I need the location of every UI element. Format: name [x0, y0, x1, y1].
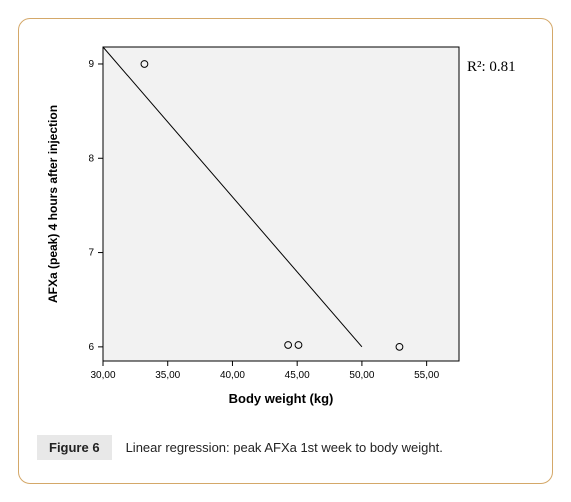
figure-number: Figure 6 — [37, 435, 112, 460]
x-axis-label: Body weight (kg) — [229, 391, 334, 406]
x-tick-label: 45,00 — [285, 370, 310, 381]
y-tick-label: 8 — [88, 153, 94, 164]
figure-caption: Figure 6 Linear regression: peak AFXa 1s… — [37, 435, 534, 460]
y-axis-label: AFXa (peak) 4 hours after injection — [46, 105, 60, 303]
y-tick-label: 7 — [88, 248, 94, 259]
r-squared-label: R²: 0.81 — [467, 59, 516, 76]
x-tick-label: 35,00 — [155, 370, 180, 381]
y-tick-label: 9 — [88, 59, 94, 70]
figure-text: Linear regression: peak AFXa 1st week to… — [126, 440, 443, 455]
chart-container: 30,00 35,00 40,00 45,00 50,00 55,00 6 7 8 9 Body w… — [37, 37, 534, 417]
x-tick-label: 55,00 — [414, 370, 439, 381]
x-tick-label: 30,00 — [90, 370, 115, 381]
figure-frame: 30,00 35,00 40,00 45,00 50,00 55,00 6 7 8 9 Body w… — [18, 18, 553, 484]
y-tick-label: 6 — [88, 342, 94, 353]
x-tick-label: 40,00 — [220, 370, 245, 381]
scatter-chart: 30,00 35,00 40,00 45,00 50,00 55,00 6 7 8 9 Body w… — [37, 37, 535, 417]
x-tick-label: 50,00 — [349, 370, 374, 381]
plot-area — [103, 47, 459, 361]
